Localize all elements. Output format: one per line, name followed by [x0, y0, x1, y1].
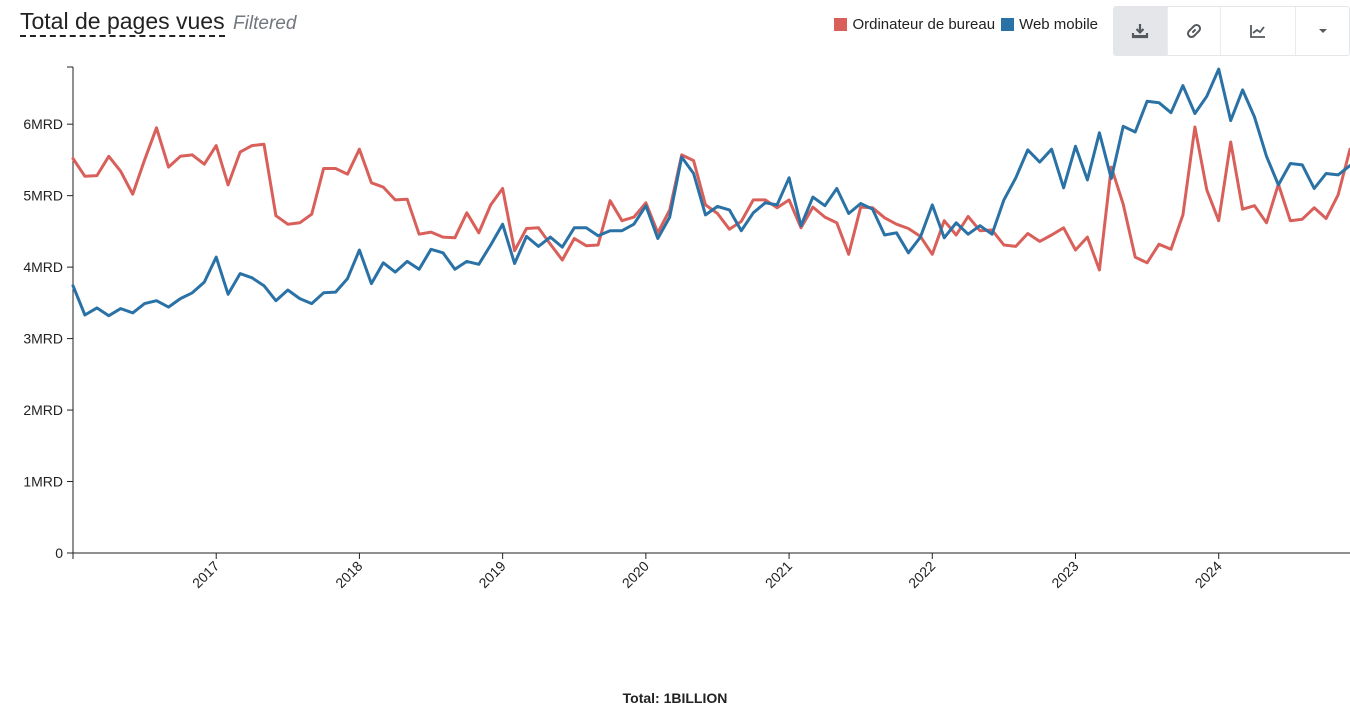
y-tick-label: 2MRD	[23, 402, 63, 418]
copy-link-button[interactable]	[1168, 7, 1222, 55]
y-tick-label: 6MRD	[23, 116, 63, 132]
x-tick-label: 2019	[475, 558, 508, 591]
legend-swatch-mobile	[1001, 18, 1015, 31]
x-tick-label: 2024	[1191, 558, 1224, 591]
y-tick-label: 0	[55, 545, 63, 561]
chart-title-group: Total de pages vues Filtered	[20, 8, 297, 37]
series-line-mobile	[71, 67, 1350, 318]
y-tick-label: 4MRD	[23, 259, 63, 275]
link-icon	[1187, 23, 1202, 39]
legend-label-mobile: Web mobile	[1019, 16, 1098, 33]
line-chart: 0 1MRD 2MRD 3MRD 4MRD 5MRD 6MRD 2017 2018 2019 202…	[23, 66, 1350, 591]
y-tick-label: 3MRD	[23, 331, 63, 347]
x-tick-label: 2018	[332, 558, 365, 591]
filter-status: Filtered	[233, 13, 297, 34]
download-button[interactable]	[1114, 7, 1168, 55]
series-line-desktop	[71, 125, 1350, 272]
x-tick-label: 2022	[905, 558, 938, 591]
y-tick-label: 5MRD	[23, 188, 63, 204]
x-tick-label: 2021	[762, 558, 795, 591]
chart-title[interactable]: Total de pages vues	[20, 8, 225, 37]
y-tick-label: 1MRD	[23, 474, 63, 490]
download-icon	[1132, 24, 1149, 39]
line-chart-icon	[1250, 25, 1266, 38]
legend-label-desktop: Ordinateur de bureau	[852, 16, 996, 33]
chevron-down-icon	[1318, 29, 1327, 33]
x-tick-label: 2023	[1048, 558, 1081, 591]
legend-item-mobile[interactable]: Web mobile	[1001, 16, 1098, 33]
chart-options-dropdown[interactable]	[1296, 7, 1349, 55]
chart-toolbar	[1113, 6, 1350, 56]
chart-legend: Ordinateur de bureau Web mobile	[828, 16, 1098, 33]
chart-type-button[interactable]	[1221, 7, 1297, 55]
legend-swatch-desktop	[834, 18, 848, 31]
x-tick-label: 2017	[189, 558, 222, 591]
legend-item-desktop[interactable]: Ordinateur de bureau	[834, 16, 995, 33]
x-tick-label: 2020	[619, 558, 652, 591]
total-summary: Total: 1BILLION	[622, 690, 728, 706]
